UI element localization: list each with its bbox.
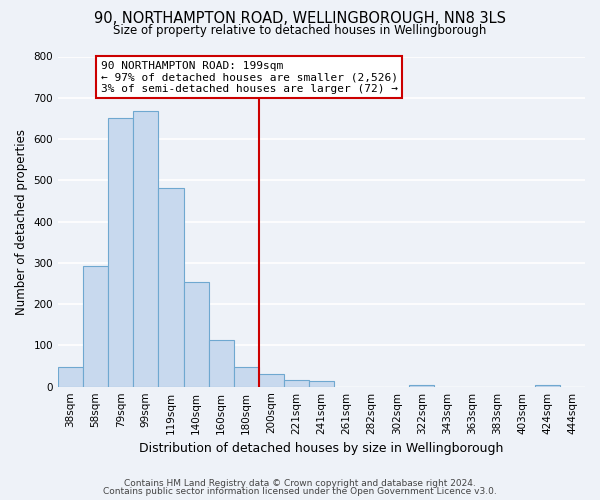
Text: Size of property relative to detached houses in Wellingborough: Size of property relative to detached ho…	[113, 24, 487, 37]
Bar	[409, 384, 434, 386]
Bar	[83, 266, 108, 386]
Bar	[58, 368, 83, 386]
Bar	[535, 384, 560, 386]
Text: 90, NORTHAMPTON ROAD, WELLINGBOROUGH, NN8 3LS: 90, NORTHAMPTON ROAD, WELLINGBOROUGH, NN…	[94, 11, 506, 26]
Bar	[184, 282, 209, 387]
Bar	[158, 188, 184, 386]
Bar	[133, 111, 158, 386]
Text: Contains public sector information licensed under the Open Government Licence v3: Contains public sector information licen…	[103, 487, 497, 496]
Text: Contains HM Land Registry data © Crown copyright and database right 2024.: Contains HM Land Registry data © Crown c…	[124, 478, 476, 488]
Bar	[259, 374, 284, 386]
X-axis label: Distribution of detached houses by size in Wellingborough: Distribution of detached houses by size …	[139, 442, 504, 455]
Bar	[309, 381, 334, 386]
Bar	[233, 367, 259, 386]
Bar	[209, 340, 233, 386]
Y-axis label: Number of detached properties: Number of detached properties	[15, 128, 28, 314]
Bar	[284, 380, 309, 386]
Text: 90 NORTHAMPTON ROAD: 199sqm
← 97% of detached houses are smaller (2,526)
3% of s: 90 NORTHAMPTON ROAD: 199sqm ← 97% of det…	[101, 60, 398, 94]
Bar	[108, 118, 133, 386]
